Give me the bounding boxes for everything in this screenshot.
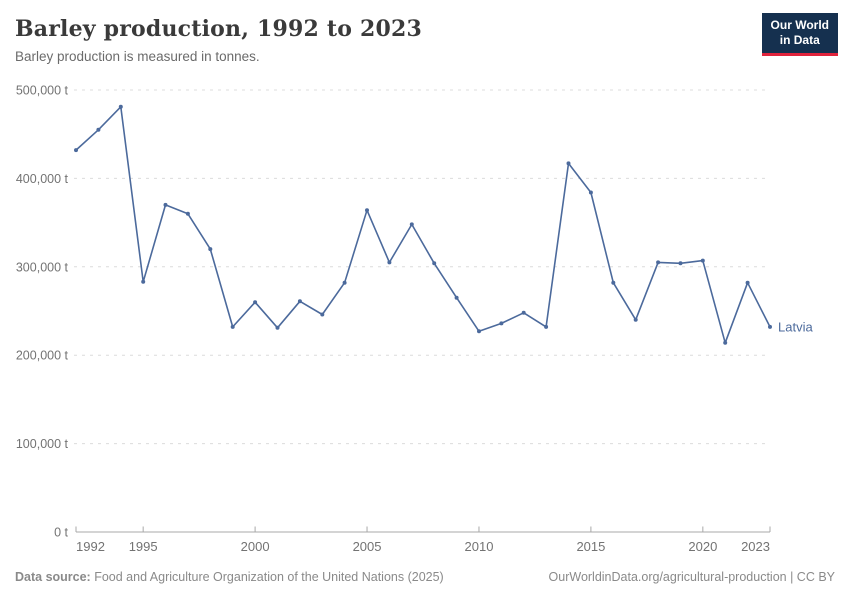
data-point[interactable]: [96, 127, 101, 132]
x-tick-label: 1995: [129, 539, 158, 554]
data-point[interactable]: [163, 202, 168, 207]
x-tick-label: 2005: [353, 539, 382, 554]
data-point[interactable]: [185, 211, 190, 216]
data-point[interactable]: [208, 247, 213, 252]
y-tick-label: 100,000 t: [16, 437, 69, 451]
data-point[interactable]: [342, 280, 347, 285]
data-point[interactable]: [678, 261, 683, 266]
owid-cc-link[interactable]: OurWorldinData.org/agricultural-producti…: [548, 570, 835, 584]
data-point[interactable]: [365, 208, 369, 213]
data-point[interactable]: [656, 260, 661, 265]
data-point[interactable]: [320, 312, 325, 317]
x-tick-label: 2010: [465, 539, 494, 554]
data-point[interactable]: [118, 104, 123, 109]
data-source-label: Data source:: [15, 570, 91, 584]
data-point[interactable]: [745, 280, 750, 285]
data-point[interactable]: [275, 325, 280, 330]
y-tick-label: 300,000 t: [16, 260, 69, 274]
data-point[interactable]: [454, 295, 459, 300]
data-point[interactable]: [253, 300, 258, 305]
owid-logo-line2: in Data: [779, 33, 820, 48]
data-point[interactable]: [477, 329, 481, 334]
data-point[interactable]: [611, 280, 616, 285]
data-point[interactable]: [141, 279, 146, 284]
data-point[interactable]: [588, 190, 593, 195]
chart-header: Barley production, 1992 to 2023 Barley p…: [15, 16, 750, 64]
data-point[interactable]: [432, 261, 437, 266]
series-line: [75, 106, 771, 344]
data-point[interactable]: [409, 222, 414, 227]
y-tick-label: 0 t: [54, 526, 68, 540]
chart-footer: Data source: Food and Agriculture Organi…: [15, 570, 835, 584]
series-label: Latvia: [778, 319, 813, 334]
data-point[interactable]: [633, 317, 638, 322]
data-point[interactable]: [768, 324, 772, 329]
data-point[interactable]: [499, 321, 504, 326]
x-tick-label: 2023: [741, 539, 770, 554]
x-tick-label: 2020: [688, 539, 717, 554]
chart-subtitle: Barley production is measured in tonnes.: [15, 49, 260, 64]
data-source: Data source: Food and Agriculture Organi…: [15, 570, 444, 584]
data-point[interactable]: [521, 310, 526, 315]
data-point[interactable]: [566, 161, 571, 166]
data-point[interactable]: [297, 299, 302, 304]
y-tick-label: 200,000 t: [16, 349, 69, 363]
y-tick-label: 400,000 t: [16, 172, 69, 186]
y-tick-label: 500,000 t: [16, 84, 69, 98]
owid-logo[interactable]: Our World in Data: [761, 13, 838, 56]
x-tick-label: 2000: [241, 539, 270, 554]
chart-title: Barley production, 1992 to 2023: [15, 16, 422, 42]
data-point[interactable]: [723, 340, 728, 345]
x-tick-label: 1992: [76, 539, 105, 554]
data-point[interactable]: [700, 258, 705, 263]
data-point[interactable]: [387, 260, 392, 265]
data-point[interactable]: [230, 324, 235, 329]
data-point[interactable]: [74, 148, 78, 153]
owid-logo-line1: Our World: [770, 18, 829, 32]
data-source-text: Food and Agriculture Organization of the…: [90, 570, 444, 584]
x-tick-label: 2015: [576, 539, 605, 554]
data-point[interactable]: [544, 324, 549, 329]
